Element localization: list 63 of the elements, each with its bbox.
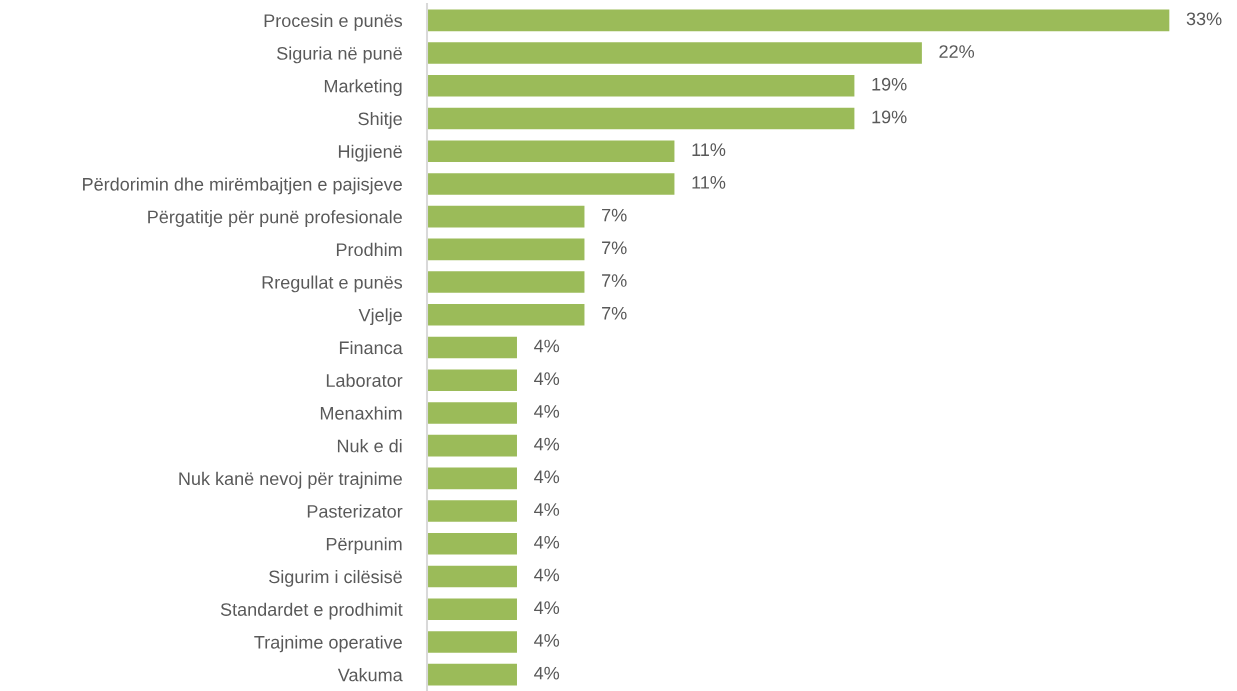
- bar: [427, 238, 585, 261]
- data-label: 4%: [534, 405, 560, 418]
- data-label: 4%: [534, 601, 560, 614]
- data-label: 4%: [534, 634, 560, 647]
- data-label: 7%: [602, 306, 627, 320]
- bar: [427, 173, 675, 195]
- data-label: 22%: [939, 45, 975, 58]
- data-label: 11%: [692, 176, 726, 189]
- data-label: 33%: [1186, 12, 1222, 26]
- data-label: 7%: [602, 241, 627, 255]
- y-tick-label: Menaxhim: [320, 406, 402, 420]
- y-tick-label: Higjienë: [338, 144, 402, 162]
- data-label: 4%: [534, 503, 560, 516]
- bar: [427, 140, 675, 163]
- bar: [427, 42, 922, 64]
- y-tick-label: Laborator: [326, 373, 403, 387]
- bar: [427, 434, 517, 457]
- data-label: 4%: [534, 339, 560, 353]
- y-tick-label: Nuk e di: [337, 439, 402, 453]
- bar: [427, 369, 517, 392]
- data-label: 7%: [602, 208, 627, 222]
- bar: [427, 663, 517, 686]
- y-tick-label: Trajnime operative: [254, 635, 402, 653]
- y-tick-label: Marketing: [324, 79, 402, 97]
- y-tick-label: Procesin e punës: [264, 13, 403, 31]
- y-tick-label: Financa: [339, 340, 403, 355]
- bar: [427, 631, 517, 653]
- data-label: 4%: [534, 437, 560, 451]
- bar: [427, 402, 517, 424]
- bar: [427, 565, 517, 588]
- data-label: 4%: [534, 568, 560, 582]
- y-tick-label: Përpunim: [326, 537, 402, 555]
- y-tick-label: Standardet e prodhimit: [220, 602, 403, 620]
- y-tick-label: Vakuma: [337, 668, 403, 682]
- y-tick-label: Përgatitje për punë profesionale: [148, 210, 402, 227]
- bar: [427, 532, 517, 555]
- bar: [427, 74, 855, 97]
- bar: [427, 467, 517, 490]
- data-label: 4%: [534, 666, 560, 680]
- y-tick-label: Shitje: [358, 111, 402, 129]
- bar: [427, 598, 517, 621]
- y-tick-label: Sigurim i cilësisë: [269, 569, 402, 587]
- data-label: 4%: [534, 470, 560, 484]
- data-label: 4%: [534, 372, 560, 385]
- y-tick-label: Siguria në punë: [277, 46, 402, 64]
- data-label: 7%: [602, 274, 627, 287]
- data-label: 19%: [872, 110, 907, 124]
- data-label: 19%: [872, 77, 907, 91]
- bar: [427, 336, 517, 359]
- bar: [427, 271, 585, 293]
- y-tick-label: Pasterizator: [307, 504, 403, 518]
- y-tick-label: Nuk kanë nevoj për trajnime: [179, 471, 402, 489]
- data-label: 4%: [534, 535, 560, 549]
- data-label: 11%: [692, 143, 726, 156]
- y-tick-label: Vjelje: [358, 308, 402, 326]
- y-tick-label: Përdorimin dhe mirëmbajtjen e pajisjeve: [83, 177, 402, 195]
- y-tick-label: Prodhim: [336, 242, 402, 257]
- bar: [427, 500, 517, 522]
- y-tick-label: Rregullat e punës: [262, 275, 403, 293]
- bar: [427, 205, 585, 228]
- bar: [427, 9, 1170, 32]
- bar: [427, 303, 585, 326]
- bar: [427, 107, 855, 130]
